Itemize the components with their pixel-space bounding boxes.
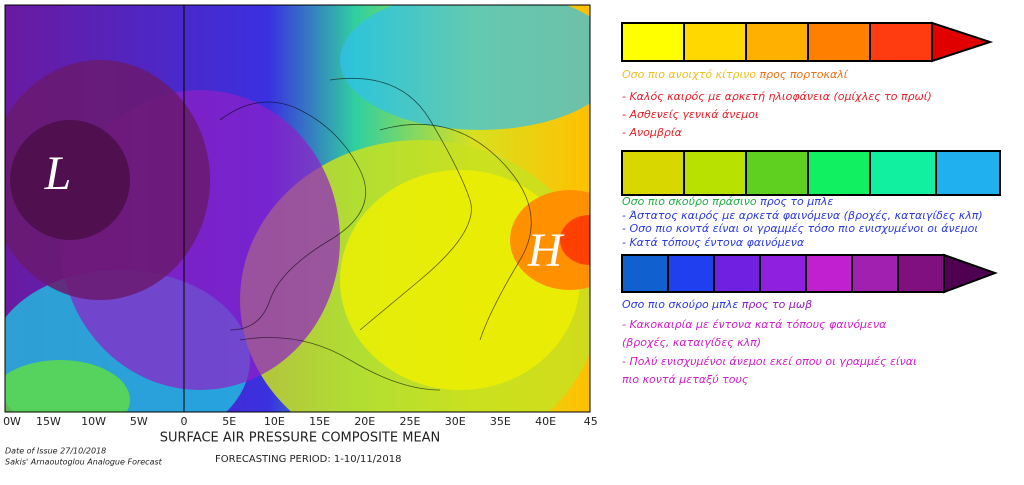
lon-label: 40E: [535, 415, 556, 428]
lon-label: 35E: [490, 415, 511, 428]
low-pressure-label: L: [44, 147, 72, 200]
issue-date: Date of Issue 27/10/2018: [5, 447, 106, 456]
lon-label: 5E: [222, 415, 236, 428]
legend-lead: Οσο πιο σκούρο μπλε προς το μωβ: [622, 298, 812, 312]
scale-green: [621, 150, 1001, 196]
map-title: SURFACE AIR PRESSURE COMPOSITE MEAN: [160, 431, 441, 446]
legend-item: - Άστατος καιρός με αρκετά φαινόμενα (βρ…: [622, 209, 983, 222]
lon-label: 0: [181, 415, 188, 428]
lon-label: 10W: [81, 415, 106, 428]
lon-label: 15W: [36, 415, 61, 428]
legend-item: - Πολύ ενισχυμένοι άνεμοι εκεί οπου οι γ…: [622, 355, 917, 368]
lon-label: 5W: [130, 415, 148, 428]
lead-to: προς πορτοκαλί: [759, 68, 848, 81]
lon-label: 30E: [445, 415, 466, 428]
lead: Οσο πιο σκούρο μπλε: [622, 298, 739, 311]
legend-item: - Κακοκαιρία με έντονα κατά τόπους φαινό…: [622, 318, 887, 331]
lon-label: 15E: [309, 415, 330, 428]
author: Sakis' Arnaoutoglou Analogue Forecast: [5, 458, 163, 467]
legend-item: - Ανομβρία: [622, 126, 682, 139]
legend-item: - Καλός καιρός με αρκετή ηλιοφάνεια (ομί…: [622, 90, 932, 103]
scale-cold: [621, 253, 998, 294]
lead-to: προς το μπλε: [760, 195, 834, 208]
legend-lead: Οσο πιο σκούρο πράσινο προς το μπλε: [622, 195, 833, 209]
legend-lead: Οσο πιο ανοιχτό κίτρινο προς πορτοκαλί: [622, 68, 848, 82]
lead-to: προς το μωβ: [741, 298, 813, 311]
lead: Οσο πιο ανοιχτό κίτρινο: [622, 68, 757, 81]
lon-label: 25E: [400, 415, 421, 428]
pressure-field: [5, 5, 590, 412]
lon-label: 10E: [264, 415, 285, 428]
lead: Οσο πιο σκούρο πράσινο: [622, 195, 757, 208]
legend-item: - Ασθενείς γενικά άνεμοι: [622, 108, 759, 121]
color-scales: [621, 21, 1001, 294]
lon-label: 20E: [354, 415, 375, 428]
legend-item: (βροχές, καταιγίδες κλπ): [622, 336, 762, 349]
legend-item: πιο κοντά μεταξύ τους: [622, 373, 749, 386]
legend-item: - Οσο πιο κοντά είναι οι γραμμές τόσο πι…: [622, 222, 979, 235]
lon-label: 45: [584, 415, 598, 428]
forecast-period: FORECASTING PERIOD: 1-10/11/2018: [215, 454, 402, 465]
lon-label: 0W: [3, 415, 21, 428]
map-panel: L H 0W 15W 10W 5W 0 5E 10E 15E 20E 25E 30E 35E 40E 45…: [3, 4, 598, 467]
high-pressure-label: H: [527, 224, 565, 277]
scale-warm: [621, 21, 994, 63]
legend-item: - Κατά τόπους έντονα φαινόμενα: [622, 236, 805, 249]
